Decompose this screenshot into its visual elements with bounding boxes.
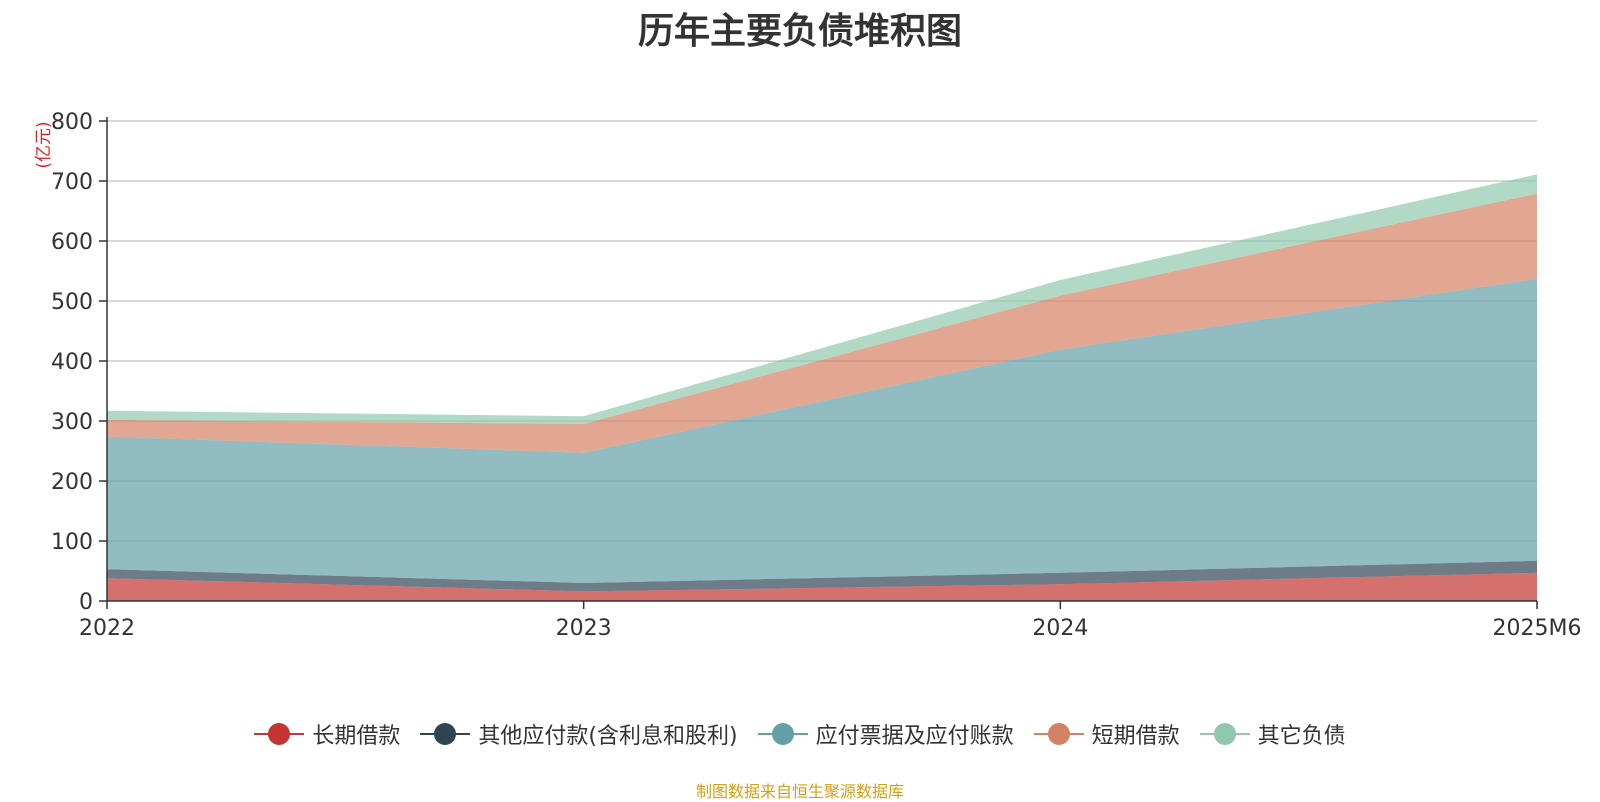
y-tick-label: 500 (51, 290, 93, 315)
area-series-1 (107, 572, 1537, 601)
source-note: 制图数据来自恒生聚源数据库 (695, 782, 904, 801)
legend-item[interactable]: 长期借款 (254, 718, 400, 750)
chart-title: 历年主要负债堆积图 (637, 11, 962, 52)
legend-marker-icon (757, 722, 808, 746)
legend: 长期借款 其他应付款(含利息和股利) 应付票据及应付账款 短期借款 其它负债 (0, 718, 1600, 750)
legend-dot (268, 723, 291, 745)
legend-dot (1047, 723, 1070, 745)
area-series-3 (107, 278, 1537, 583)
legend-item[interactable]: 其他应付款(含利息和股利) (420, 718, 738, 750)
y-tick-label: 600 (51, 230, 93, 255)
area-series-2 (107, 560, 1537, 592)
legend-item[interactable]: 其它负债 (1199, 718, 1346, 750)
y-tick-label: 800 (51, 110, 93, 135)
y-tick-label: 0 (79, 590, 93, 615)
legend-label: 其它负债 (1257, 724, 1346, 749)
legend-marker-icon (1033, 722, 1084, 746)
legend-label: 长期借款 (312, 724, 401, 749)
x-tick-label: 2022 (79, 616, 135, 641)
x-tick-label: 2023 (556, 616, 612, 641)
y-tick-label: 700 (51, 170, 93, 195)
y-tick-label: 400 (51, 350, 93, 375)
x-tick-label: 2024 (1032, 616, 1088, 641)
legend-label: 其他应付款(含利息和股利) (478, 724, 738, 749)
legend-marker-icon (254, 722, 305, 746)
legend-marker-icon (420, 722, 471, 746)
legend-dot (771, 723, 794, 745)
legend-marker-icon (1199, 722, 1250, 746)
area-series-4 (107, 193, 1537, 453)
legend-item[interactable]: 短期借款 (1033, 718, 1180, 750)
y-tick-label: 200 (51, 470, 93, 495)
legend-label: 短期借款 (1091, 724, 1180, 749)
legend-dot (1213, 723, 1236, 745)
y-tick-label: 300 (51, 410, 93, 435)
y-tick-label: 100 (51, 530, 93, 555)
y-axis-unit-label: (亿元) (34, 121, 54, 168)
legend-dot (434, 723, 457, 745)
x-tick-label: 2025M6 (1493, 616, 1582, 641)
legend-label: 应付票据及应付账款 (815, 724, 1014, 749)
legend-item[interactable]: 应付票据及应付账款 (757, 718, 1014, 750)
